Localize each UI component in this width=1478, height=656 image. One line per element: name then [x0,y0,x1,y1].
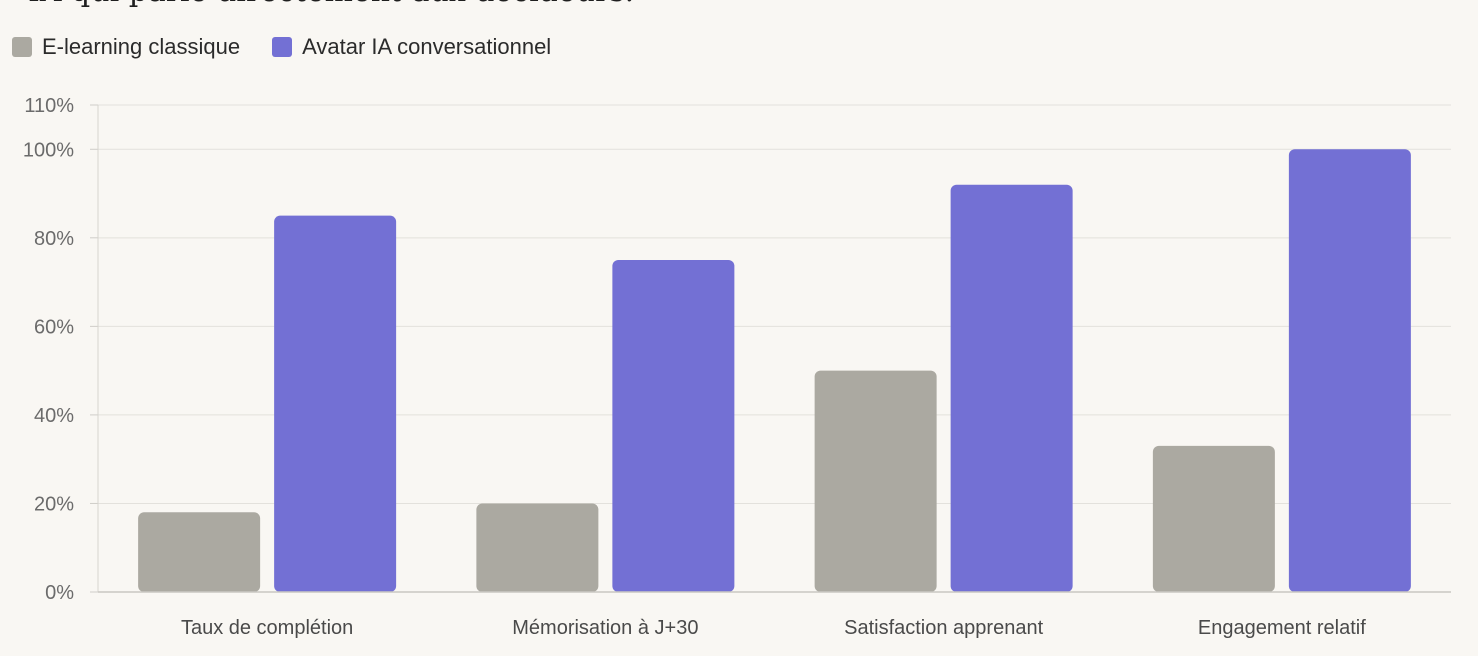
bar-elearning-2 [814,370,937,592]
bar-avatar-2 [950,184,1073,592]
y-tick-label-80: 80% [34,228,74,250]
y-tick-label-110: 110% [24,95,74,117]
legend-swatch-elearning [12,37,32,57]
x-tick-label-0: Taux de complétion [181,617,353,639]
legend-item-elearning[interactable]: E-learning classique [12,34,240,60]
bar-elearning-3 [1152,445,1275,592]
legend-item-avatar[interactable]: Avatar IA conversationnel [272,34,551,60]
x-tick-label-3: Engagement relatif [1198,617,1366,639]
y-tick-label-60: 60% [34,316,74,338]
y-tick-label-20: 20% [34,493,74,515]
intro-text: IA qui parle directement aux décideurs. [28,0,634,10]
bar-avatar-1 [612,259,735,592]
chart-legend: E-learning classique Avatar IA conversat… [12,34,551,60]
y-tick-label-40: 40% [34,405,74,427]
bar-elearning-1 [476,503,599,592]
bar-elearning-0 [138,512,261,592]
y-tick-label-100: 100% [23,139,74,161]
x-tick-label-1: Mémorisation à J+30 [512,617,698,639]
y-tick-label-0: 0% [45,582,74,604]
bar-avatar-3 [1288,149,1411,593]
legend-swatch-avatar [272,37,293,57]
x-tick-label-2: Satisfaction apprenant [844,617,1043,639]
bar-avatar-0 [274,215,397,592]
legend-label-avatar: Avatar IA conversationnel [302,34,552,59]
legend-label-elearning: E-learning classique [42,34,241,59]
